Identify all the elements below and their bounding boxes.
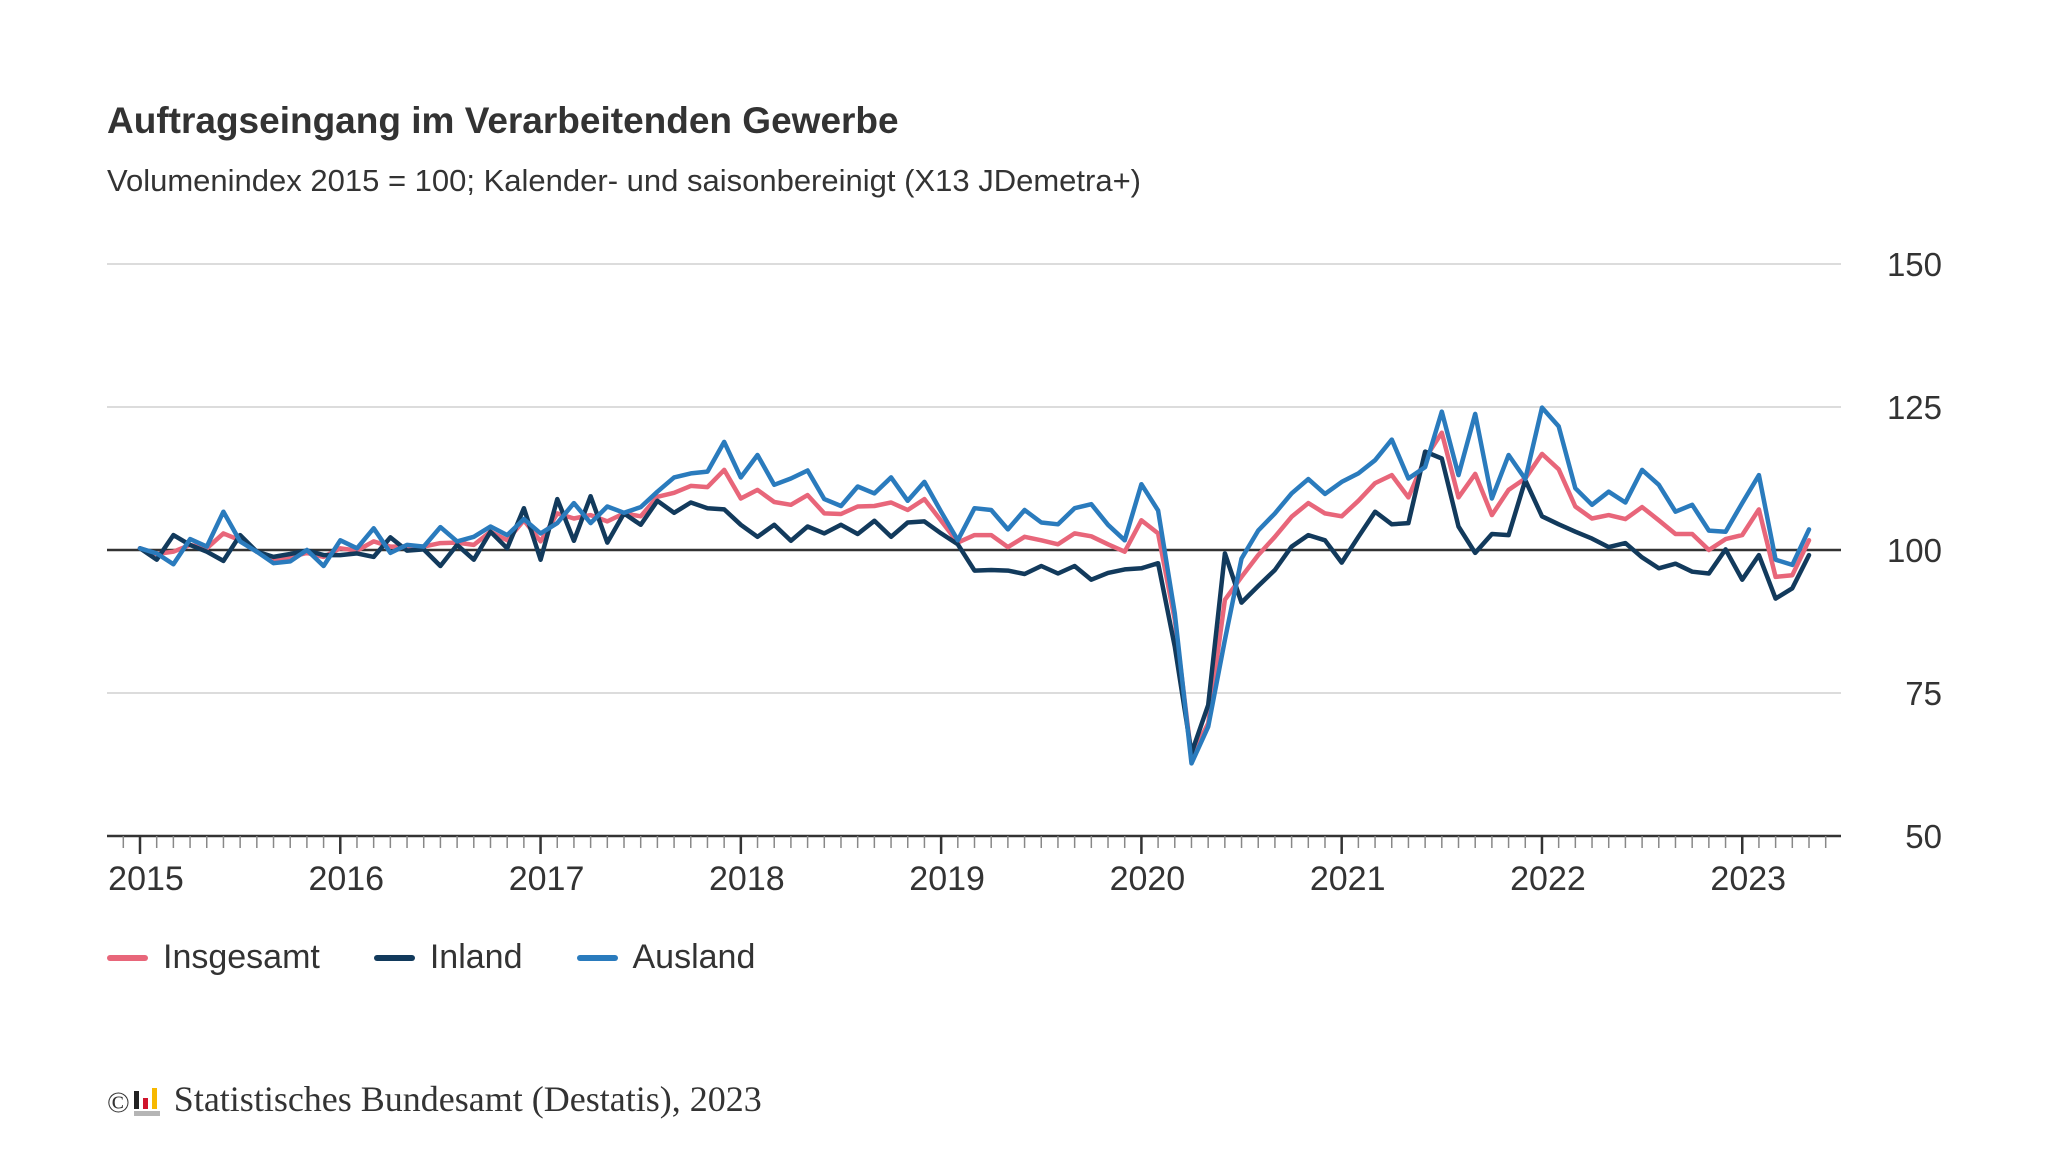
x-tick-label: 2022 xyxy=(1510,860,1586,898)
x-tick-label: 2018 xyxy=(709,860,785,898)
y-tick-label: 100 xyxy=(1887,532,1942,569)
chart-subtitle: Volumenindex 2015 = 100; Kalender- und s… xyxy=(107,163,1141,198)
x-tick-label: 2019 xyxy=(909,860,985,898)
legend: Insgesamt Inland Ausland xyxy=(107,938,809,977)
x-tick-label: 2021 xyxy=(1310,860,1386,898)
gridlines xyxy=(107,263,1841,694)
y-tick-label: 150 xyxy=(1887,246,1942,283)
legend-label: Inland xyxy=(429,938,523,976)
legend-swatch xyxy=(576,954,618,961)
y-tick-label: 125 xyxy=(1887,389,1942,426)
destatis-logo-icon xyxy=(133,1088,160,1116)
series-line-ausland xyxy=(137,405,1812,766)
x-tick-label: 2015 xyxy=(108,860,184,898)
legend-item-ausland[interactable]: Ausland xyxy=(576,938,756,977)
y-axis-labels: 150 125 100 75 50 xyxy=(1887,246,1942,855)
legend-item-insgesamt[interactable]: Insgesamt xyxy=(107,938,320,977)
legend-item-inland[interactable]: Inland xyxy=(373,938,523,977)
x-tick-label: 2023 xyxy=(1710,860,1786,898)
source-footer: © Statistisches Bundesamt (Destatis), 20… xyxy=(107,1078,762,1120)
chart-title: Auftragseingang im Verarbeitenden Gewerb… xyxy=(107,100,899,141)
y-tick-label: 75 xyxy=(1905,675,1942,712)
legend-label: Insgesamt xyxy=(163,938,320,976)
x-axis: 2015 2016 2017 2018 2019 2020 2021 2022 2023 xyxy=(107,834,1841,898)
legend-swatch xyxy=(107,954,148,961)
x-tick-label: 2020 xyxy=(1110,860,1186,898)
legend-swatch xyxy=(373,954,415,961)
series-lines xyxy=(137,405,1812,766)
x-tick-label: 2017 xyxy=(509,860,585,898)
y-tick-label: 50 xyxy=(1905,818,1942,855)
series-line-inland xyxy=(137,449,1812,756)
copyright-icon: © xyxy=(107,1086,130,1119)
legend-label: Ausland xyxy=(632,938,756,976)
source-text: Statistisches Bundesamt (Destatis), 2023 xyxy=(173,1079,762,1119)
x-tick-label: 2016 xyxy=(308,860,384,898)
series-line-insgesamt xyxy=(137,430,1812,759)
